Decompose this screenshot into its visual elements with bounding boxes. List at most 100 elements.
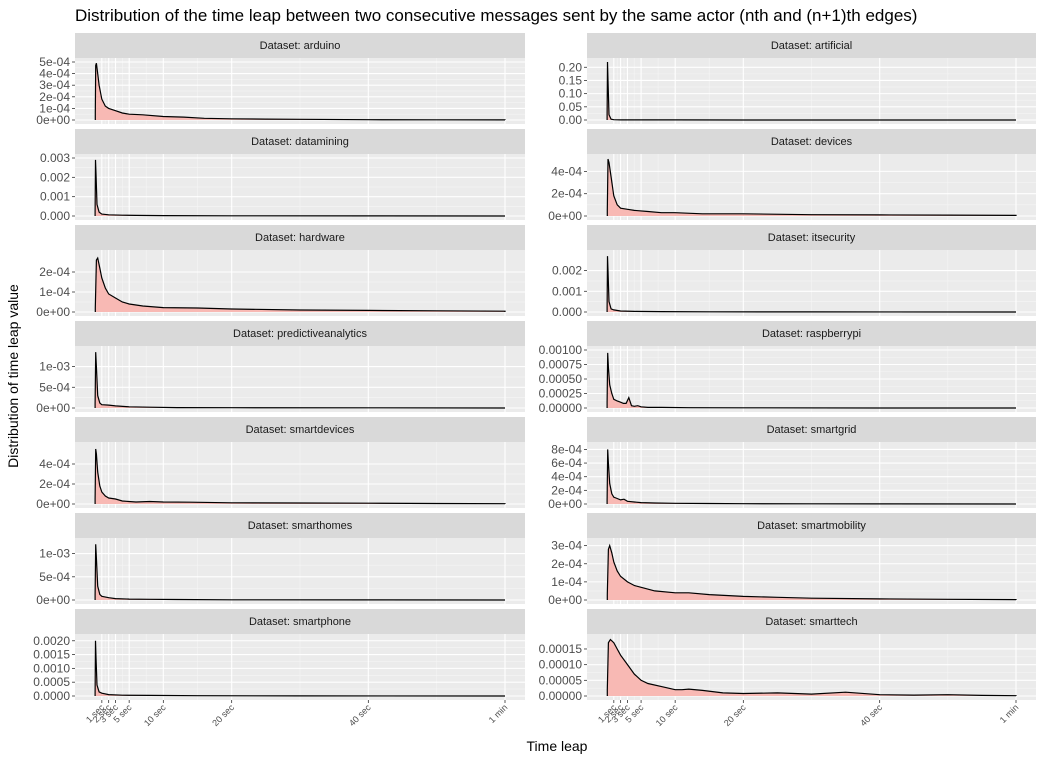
y-tick-label: 0.00025 [539,387,583,401]
y-tick-label: 5e-04 [39,55,70,69]
y-tick-label: 0.05 [559,100,583,114]
x-tick-label: 40 sec [858,702,884,728]
y-tick-label: 0.001 [40,190,70,204]
density-line-itsecurity [606,256,1017,313]
panel-raspberrypi: Dataset: raspberrypi 0.000000.000250.0005… [539,321,1036,415]
grid [75,58,525,124]
y-tick-label: 0e+00 [36,305,70,319]
strip-label-predictiveanalytics: Dataset: predictiveanalytics [233,328,367,340]
panel-itsecurity: Dataset: itsecurity 0.000 0.001 0.002 [552,225,1036,319]
panel-arduino: Dataset: arduino 0e+001e-042e-043e-044e-0… [36,33,525,127]
y-tick-label: 5e-04 [39,380,70,394]
y-tick-label: 0.0000 [33,689,70,703]
y-tick-label: 0e+00 [36,113,70,127]
density-line-smarttech [606,638,1017,697]
density-line-smartgrid [606,449,1017,505]
y-tick-label: 1e-04 [551,575,582,589]
y-tick-label: 0.0020 [33,634,70,648]
panel-predictiveanalytics: Dataset: predictiveanalytics 0e+00 5e-04 1e… [36,321,525,415]
strip-label-devices: Dataset: devices [771,136,853,148]
y-tick-label: 4e-04 [551,470,582,484]
strip-label-smartdevices: Dataset: smartdevices [246,424,355,436]
y-tick-label: 3e-04 [39,78,70,92]
y-tick-label: 8e-04 [551,442,582,456]
panel-smartdevices: Dataset: smartdevices 0e+00 2e-04 4e-04 [36,417,525,511]
strip-raspberrypi [587,321,1036,346]
x-tick-label: 1 min [998,702,1021,725]
density-line-hardware [94,256,506,312]
density-line-smarthomes [94,544,506,601]
strip-smartphone [75,609,525,634]
y-tick-label: 0.00000 [539,401,583,415]
y-tick-label: 2e-04 [551,187,582,201]
y-tick-label: 0.10 [559,87,583,101]
y-tick-label: 0e+00 [36,593,70,607]
grid [75,346,525,412]
strip-predictiveanalytics [75,321,525,346]
x-tick-label: 20 sec [210,702,236,728]
strip-label-datamining: Dataset: datamining [251,136,349,148]
y-tick-label: 0.0015 [33,648,70,662]
x-axis-title: Time leap [527,738,588,754]
y-tick-label: 4e-04 [39,457,70,471]
density-area-hardware [95,258,506,312]
strip-itsecurity [587,225,1036,250]
y-tick-label: 0e+00 [36,401,70,415]
strip-label-itsecurity: Dataset: itsecurity [768,232,856,244]
x-tick-label: 10 sec [142,702,168,728]
y-tick-label: 0.20 [559,60,583,74]
density-line-artificial [606,61,1016,121]
strip-label-smartphone: Dataset: smartphone [249,616,351,628]
y-tick-label: 2e-04 [551,557,582,571]
y-tick-label: 2e-04 [39,90,70,104]
density-line-smartphone [94,640,506,697]
panel-smarthomes: Dataset: smarthomes 0e+00 5e-04 1e-03 [36,513,525,607]
strip-label-smartgrid: Dataset: smartgrid [767,424,857,436]
density-line-smartmobility [606,543,1017,601]
strip-label-smarttech: Dataset: smarttech [765,616,857,628]
panel-artificial: Dataset: artificial 0.000.050.100.150.20 [559,33,1036,127]
grid [587,346,1036,412]
y-tick-label: 0.002 [552,264,582,278]
y-tick-label: 3e-04 [551,539,582,553]
panel-hardware: Dataset: hardware 0e+00 1e-04 2e-04 [36,225,525,319]
y-tick-label: 0.00050 [539,372,583,386]
grid [587,250,1036,316]
strip-label-smartmobility: Dataset: smartmobility [757,520,866,532]
strip-smarthomes [75,513,525,538]
panel-datamining: Dataset: datamining 0.000 0.001 0.002 0.003 [40,129,525,223]
panel-smartmobility: Dataset: smartmobility 0e+00 1e-04 2e-04 3e-… [548,513,1036,607]
density-area-smarttech [607,639,1016,696]
y-tick-label: 4e-04 [551,164,582,178]
y-tick-label: 0.00005 [539,673,583,687]
y-tick-label: 0e+00 [548,497,582,511]
y-tick-label: 0.001 [552,284,582,298]
strip-label-artificial: Dataset: artificial [771,40,852,52]
density-line-smartdevices [94,448,506,505]
density-line-datamining [94,159,506,217]
strip-hardware [75,225,525,250]
density-area-smartmobility [607,545,1016,600]
density-line-arduino [94,63,506,121]
strip-artificial [587,33,1036,58]
y-tick-label: 0.00100 [539,343,583,357]
panel-smartgrid: Dataset: smartgrid 0e+002e-044e-046e-048e… [548,417,1036,511]
y-tick-label: 4e-04 [39,67,70,81]
strip-label-hardware: Dataset: hardware [255,232,345,244]
y-tick-label: 1e-04 [39,101,70,115]
grid [587,442,1036,508]
y-tick-label: 0.00015 [539,642,583,656]
y-tick-label: 0.000 [40,209,70,223]
y-tick-label: 0.00010 [539,658,583,672]
density-line-predictiveanalytics [94,352,506,409]
y-tick-label: 1e-03 [39,547,70,561]
y-tick-label: 0.00 [559,113,583,127]
x-tick-label: 20 sec [722,702,748,728]
density-line-raspberrypi [606,352,1016,409]
x-tick-label: 10 sec [654,702,680,728]
panels-group: Dataset: arduino0e+001e-042e-043e-044e-0… [33,33,1036,728]
y-tick-label: 2e-04 [39,477,70,491]
x-tick-label: 40 sec [347,702,373,728]
y-tick-label: 0.003 [40,151,70,165]
